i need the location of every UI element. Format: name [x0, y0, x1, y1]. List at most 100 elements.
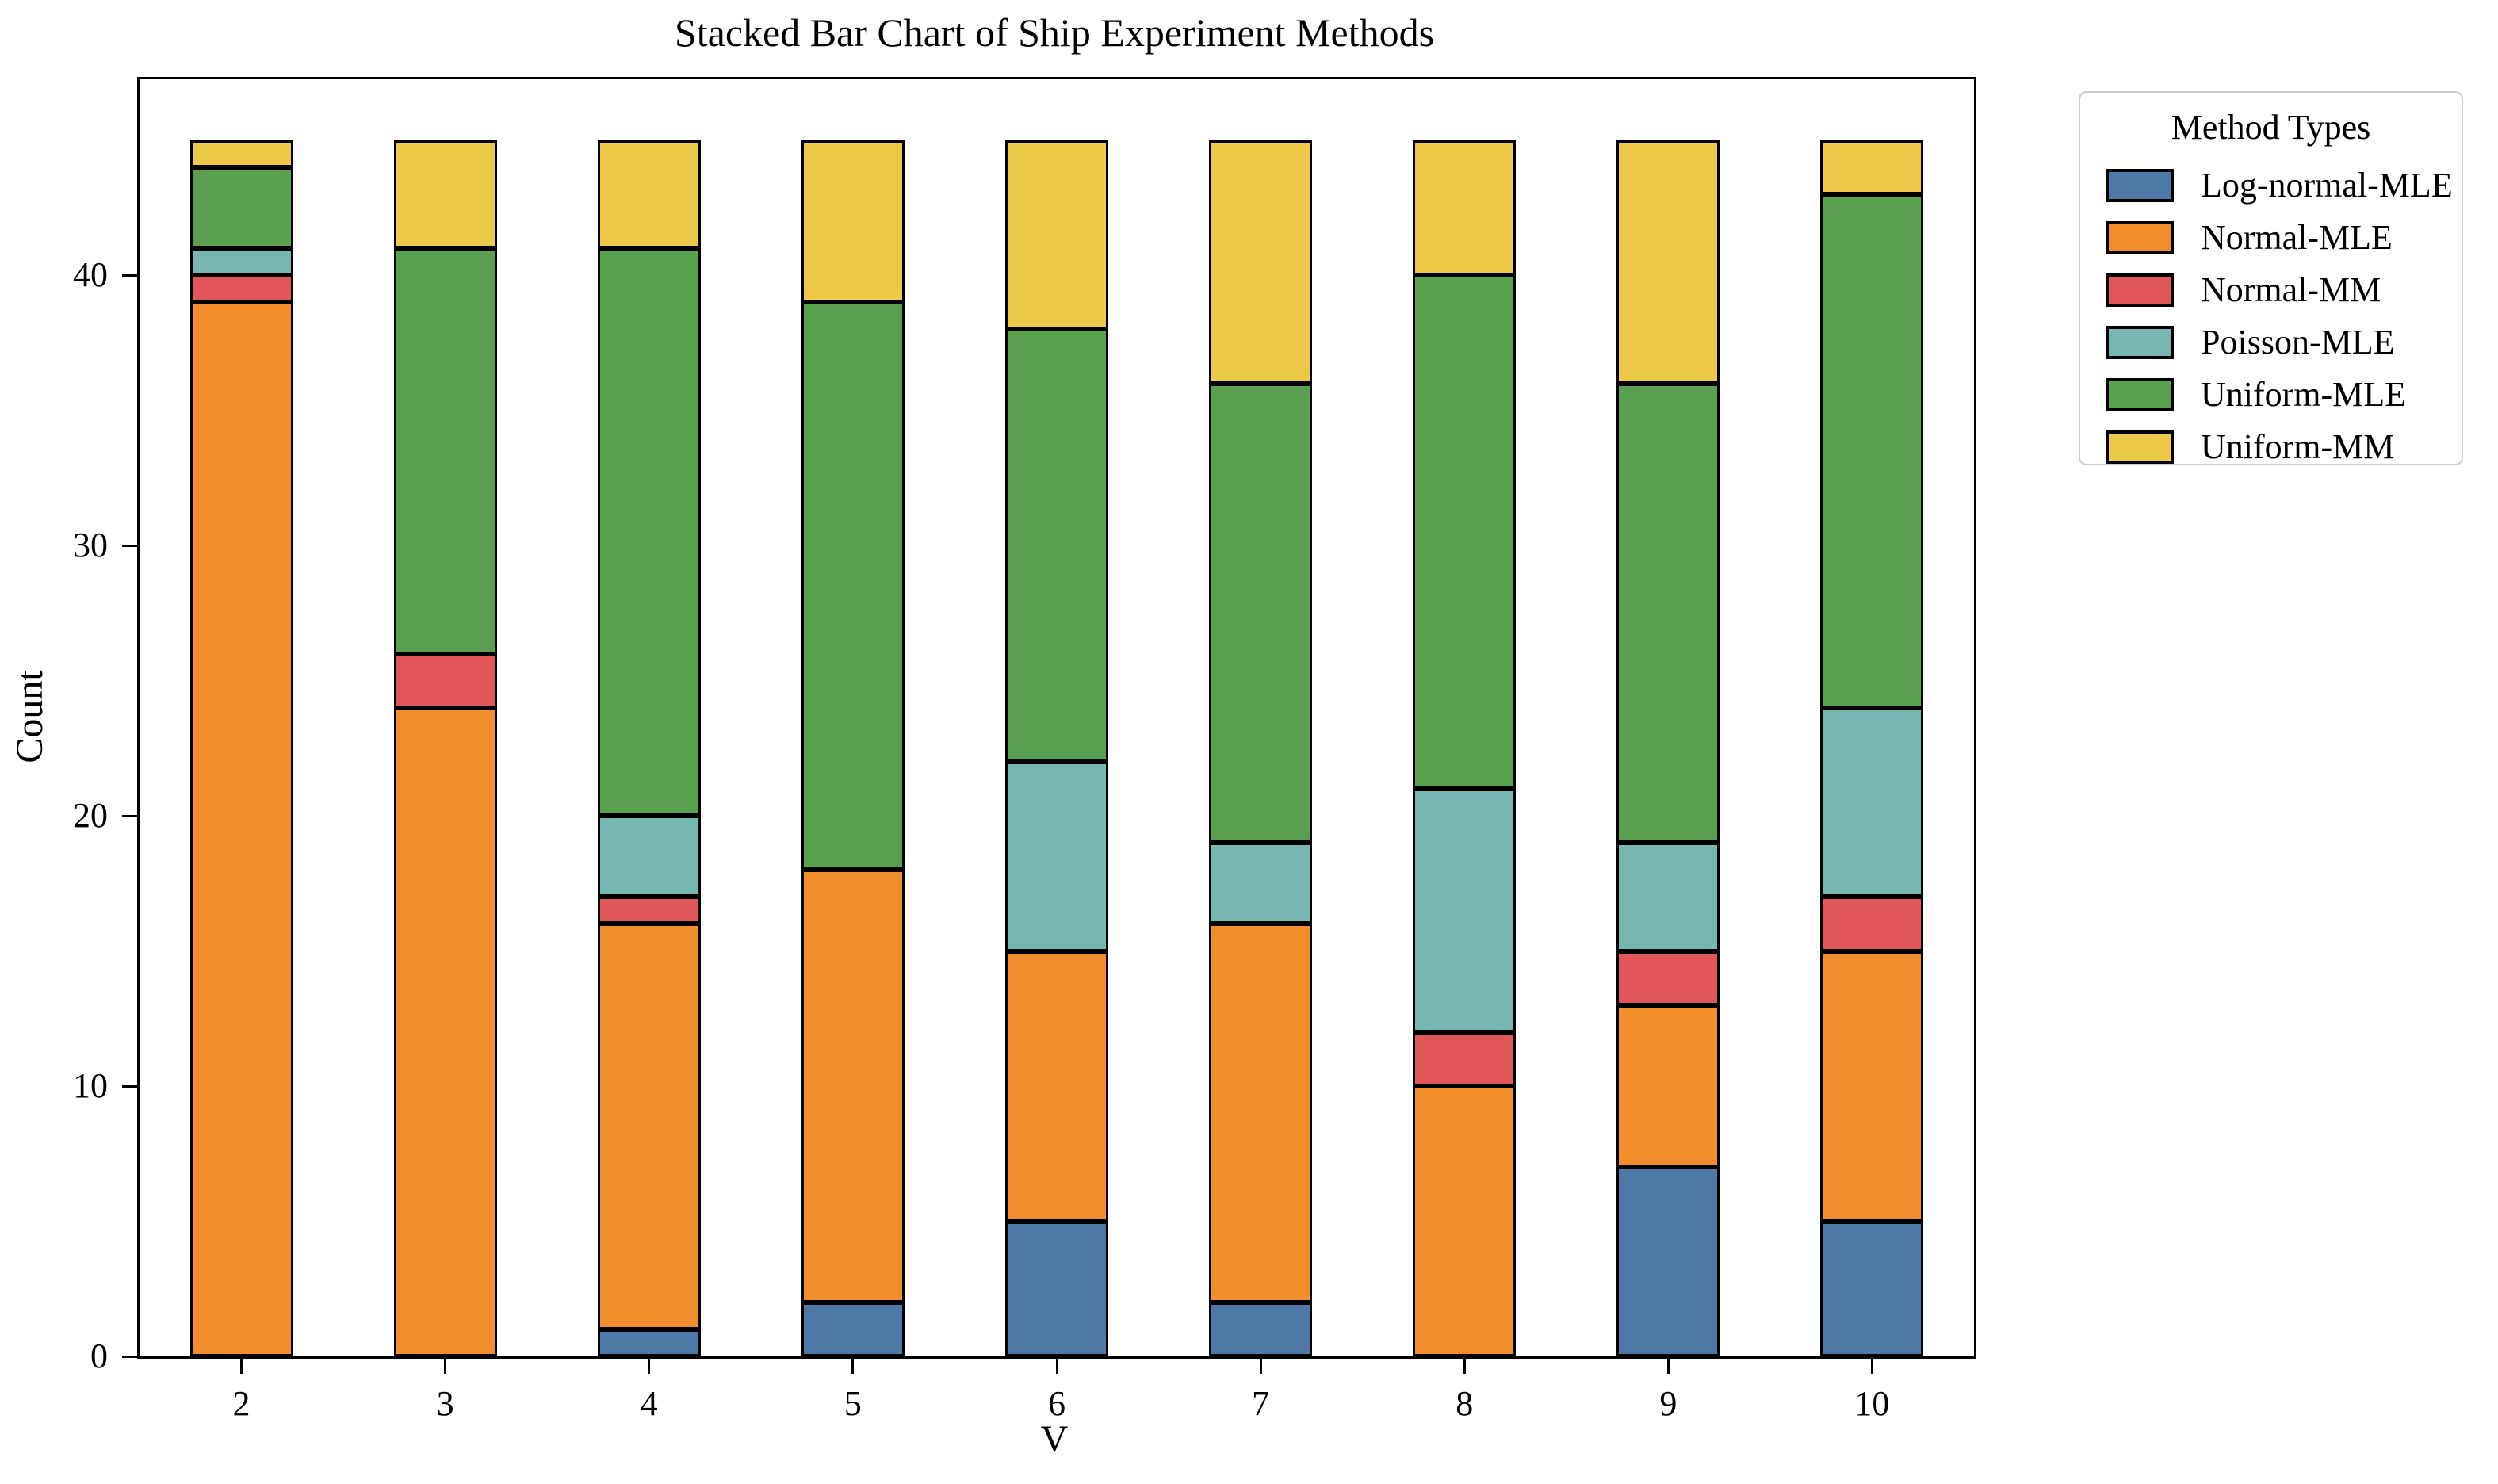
y-tick-label: 40	[73, 255, 108, 295]
x-tick-mark	[648, 1359, 651, 1374]
bar-segment-poisson-mle-v7	[1209, 843, 1313, 924]
bar-segment-uniform-mle-v6	[1005, 329, 1108, 762]
bar-segment-normal-mm-v2	[189, 275, 293, 303]
bar-segment-poisson-mle-v8	[1413, 789, 1517, 1032]
bar-segment-uniform-mm-v9	[1616, 140, 1720, 384]
x-tick-label: 7	[1252, 1384, 1270, 1423]
x-tick-label: 6	[1047, 1384, 1065, 1423]
x-tick-label: 2	[232, 1384, 251, 1423]
legend-label: Normal-MM	[2201, 270, 2381, 309]
bar-segment-poisson-mle-v9	[1616, 843, 1720, 951]
legend-item-log-normal-mle: Log-normal-MLE	[2106, 159, 2462, 212]
bar-segment-uniform-mle-v9	[1616, 383, 1720, 843]
y-tick-mark	[122, 814, 137, 817]
x-tick-label: 10	[1854, 1384, 1890, 1423]
x-tick-label: 5	[844, 1384, 862, 1423]
legend-label: Poisson-MLE	[2201, 323, 2395, 361]
y-tick-label: 30	[73, 526, 108, 565]
bar-segment-uniform-mle-v3	[393, 248, 497, 654]
legend-label: Uniform-MM	[2201, 427, 2395, 466]
bar-segment-normal-mle-v8	[1413, 1086, 1517, 1356]
bar-segment-uniform-mle-v4	[597, 248, 701, 817]
legend-item-normal-mm: Normal-MM	[2106, 264, 2462, 316]
bar-segment-log-normal-mle-v9	[1616, 1167, 1720, 1356]
x-tick-label: 4	[640, 1384, 658, 1423]
bar-segment-uniform-mm-v6	[1005, 140, 1108, 330]
bar-segment-log-normal-mle-v7	[1209, 1302, 1313, 1356]
legend-item-uniform-mm: Uniform-MM	[2106, 421, 2462, 473]
bar-segment-uniform-mm-v4	[597, 140, 701, 249]
y-tick-label: 20	[73, 796, 108, 836]
bar-segment-uniform-mm-v8	[1413, 140, 1517, 276]
bar-segment-log-normal-mle-v5	[801, 1302, 905, 1356]
legend-swatch-normal-mm	[2106, 273, 2174, 307]
bar-segment-uniform-mle-v8	[1413, 275, 1517, 789]
legend-items: Log-normal-MLE Normal-MLE Normal-MM Poisson…	[2080, 159, 2462, 473]
bar-segment-poisson-mle-v2	[189, 248, 293, 276]
bar-segment-normal-mle-v9	[1616, 1004, 1720, 1168]
bar-segment-normal-mm-v4	[597, 897, 701, 924]
x-tick-mark	[1259, 1359, 1262, 1374]
x-tick-label: 8	[1456, 1384, 1474, 1423]
y-tick-mark	[122, 1355, 137, 1358]
bar-segment-log-normal-mle-v10	[1820, 1221, 1924, 1356]
bar-segment-uniform-mm-v2	[189, 140, 293, 167]
y-tick-mark	[122, 1084, 137, 1088]
legend-item-normal-mle: Normal-MLE	[2106, 212, 2462, 264]
bar-segment-uniform-mm-v10	[1820, 140, 1924, 194]
x-tick-mark	[1666, 1359, 1670, 1374]
y-tick-mark	[122, 273, 137, 277]
legend-item-poisson-mle: Poisson-MLE	[2106, 316, 2462, 369]
legend-label: Uniform-MLE	[2201, 375, 2407, 414]
bar-segment-log-normal-mle-v4	[597, 1329, 701, 1356]
legend-label: Normal-MLE	[2201, 218, 2393, 257]
x-tick-label: 3	[436, 1384, 454, 1423]
bar-segment-normal-mm-v9	[1616, 950, 1720, 1005]
x-axis-label: V	[1040, 1418, 1069, 1460]
bar-segment-poisson-mle-v6	[1005, 761, 1108, 951]
bar-segment-normal-mle-v4	[597, 924, 701, 1329]
x-tick-mark	[240, 1359, 243, 1374]
bar-segment-normal-mle-v10	[1820, 950, 1924, 1222]
bar-segment-uniform-mle-v2	[189, 166, 293, 249]
y-tick-mark	[122, 544, 137, 547]
legend-swatch-log-normal-mle	[2106, 169, 2174, 202]
bar-segment-normal-mm-v10	[1820, 897, 1924, 951]
x-tick-label: 9	[1659, 1384, 1677, 1423]
chart-title: Stacked Bar Chart of Ship Experiment Met…	[674, 10, 1435, 55]
y-tick-label: 10	[73, 1066, 108, 1106]
y-axis-label: Count	[9, 670, 51, 763]
bar-segment-normal-mm-v3	[393, 653, 497, 708]
bar-segment-uniform-mm-v5	[801, 140, 905, 303]
legend-label: Log-normal-MLE	[2201, 166, 2453, 205]
x-tick-mark	[1870, 1359, 1873, 1374]
legend-item-uniform-mle: Uniform-MLE	[2106, 369, 2462, 421]
plot-area: 0 10 20 30 40 2 3 4 5 6 7 8 9 10	[73, 77, 1976, 1423]
legend-title: Method Types	[2171, 108, 2371, 147]
bar-segment-uniform-mle-v10	[1820, 193, 1924, 708]
x-tick-mark	[851, 1359, 855, 1374]
bar-segment-normal-mle-v6	[1005, 950, 1108, 1222]
bar-segment-uniform-mle-v7	[1209, 383, 1313, 843]
bar-segment-poisson-mle-v4	[597, 816, 701, 897]
bar-segment-normal-mle-v7	[1209, 924, 1313, 1302]
legend-swatch-poisson-mle	[2106, 326, 2174, 359]
bar-segment-log-normal-mle-v6	[1005, 1221, 1108, 1356]
bar-segment-normal-mle-v3	[393, 707, 497, 1356]
bar-segment-normal-mle-v2	[189, 302, 293, 1356]
bar-segment-uniform-mle-v5	[801, 302, 905, 870]
x-tick-mark	[1463, 1359, 1466, 1374]
x-tick-mark	[444, 1359, 447, 1374]
legend-swatch-uniform-mle	[2106, 378, 2174, 411]
legend-swatch-uniform-mm	[2106, 430, 2174, 464]
bar-segment-uniform-mm-v7	[1209, 140, 1313, 384]
legend-swatch-normal-mle	[2106, 221, 2174, 254]
bar-segment-uniform-mm-v3	[393, 140, 497, 249]
bar-segment-normal-mle-v5	[801, 870, 905, 1302]
x-tick-mark	[1055, 1359, 1058, 1374]
bar-segment-poisson-mle-v10	[1820, 707, 1924, 897]
bar-segment-normal-mm-v8	[1413, 1031, 1517, 1087]
y-tick-label: 0	[90, 1337, 108, 1375]
legend: Method Types Log-normal-MLE Normal-MLE Nor…	[2079, 91, 2463, 466]
